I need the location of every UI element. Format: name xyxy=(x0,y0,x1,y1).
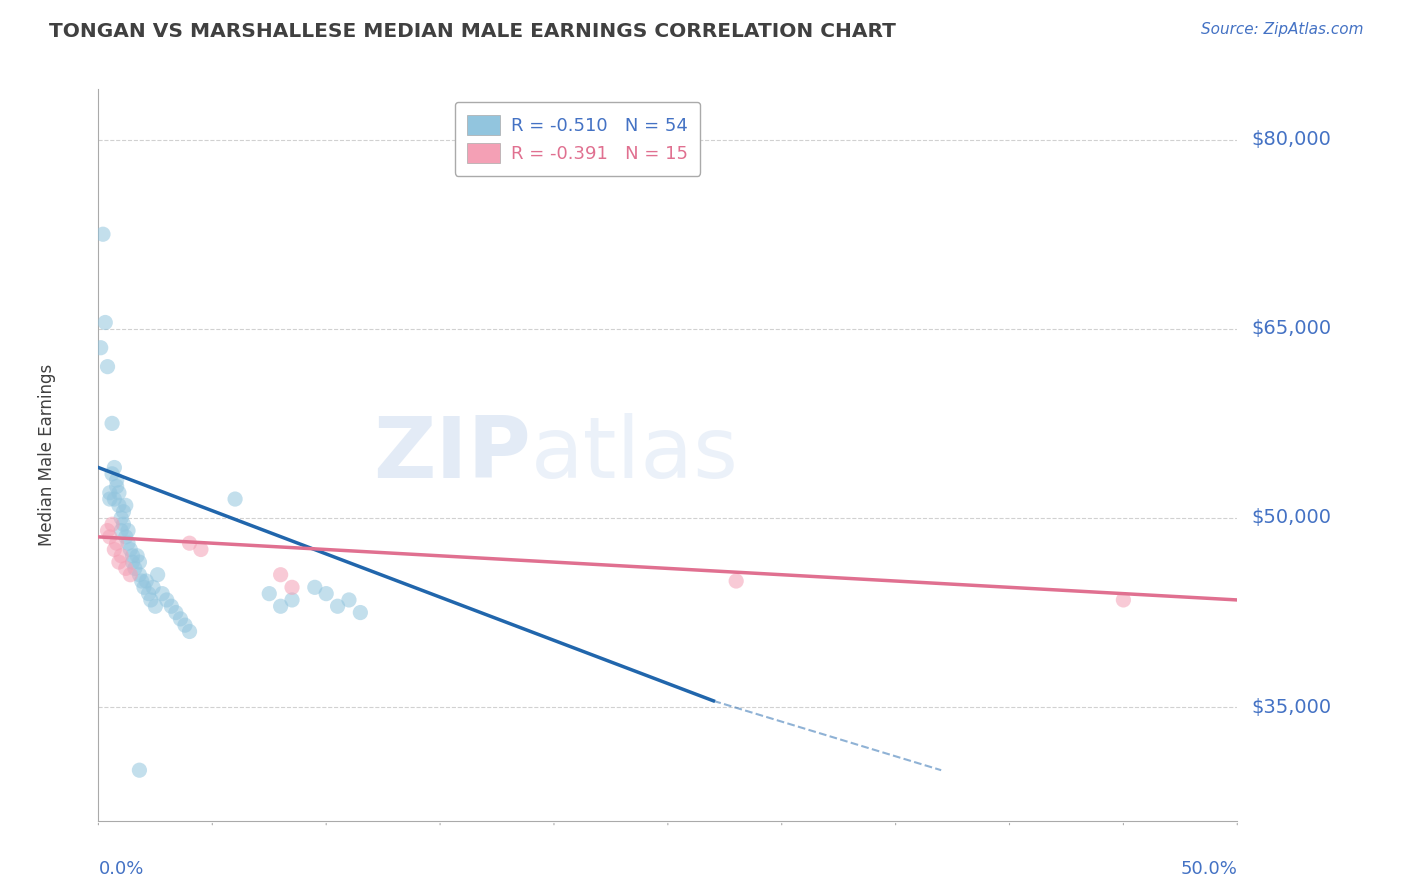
Point xyxy=(108,555,131,569)
Text: $80,000: $80,000 xyxy=(1251,130,1331,149)
Point xyxy=(179,536,201,550)
Point xyxy=(224,491,246,506)
Point xyxy=(121,549,143,563)
Point xyxy=(169,612,191,626)
Point xyxy=(326,599,349,614)
Point xyxy=(96,359,118,374)
Point xyxy=(128,555,150,569)
Text: $35,000: $35,000 xyxy=(1251,698,1331,716)
Text: atlas: atlas xyxy=(531,413,740,497)
Point xyxy=(96,524,118,538)
Point xyxy=(108,485,131,500)
Text: ZIP: ZIP xyxy=(374,413,531,497)
Legend: R = -0.510   N = 54, R = -0.391   N = 15: R = -0.510 N = 54, R = -0.391 N = 15 xyxy=(454,102,700,176)
Text: 0.0%: 0.0% xyxy=(98,860,143,878)
Point xyxy=(90,341,112,355)
Text: Source: ZipAtlas.com: Source: ZipAtlas.com xyxy=(1201,22,1364,37)
Point xyxy=(138,587,160,601)
Point xyxy=(124,561,146,575)
Point xyxy=(179,624,201,639)
Point xyxy=(128,763,150,777)
Point xyxy=(105,536,128,550)
Point xyxy=(91,227,114,242)
Point xyxy=(98,491,121,506)
Point xyxy=(349,606,371,620)
Text: $50,000: $50,000 xyxy=(1251,508,1331,527)
Text: 50.0%: 50.0% xyxy=(1181,860,1237,878)
Point xyxy=(337,593,360,607)
Point xyxy=(121,555,143,569)
Point xyxy=(108,499,131,513)
Text: $65,000: $65,000 xyxy=(1251,319,1331,338)
Text: TONGAN VS MARSHALLESE MEDIAN MALE EARNINGS CORRELATION CHART: TONGAN VS MARSHALLESE MEDIAN MALE EARNIN… xyxy=(49,22,896,41)
Point xyxy=(190,542,212,557)
Point xyxy=(112,505,135,519)
Point xyxy=(105,479,128,493)
Point xyxy=(101,417,124,431)
Point xyxy=(315,587,337,601)
Point xyxy=(128,567,150,582)
Point xyxy=(112,517,135,532)
Point xyxy=(105,473,128,487)
Point xyxy=(160,599,183,614)
Point xyxy=(150,587,173,601)
Point xyxy=(281,580,304,594)
Point xyxy=(117,536,139,550)
Point xyxy=(139,593,162,607)
Point xyxy=(135,574,157,588)
Point xyxy=(127,549,149,563)
Point xyxy=(146,567,169,582)
Point xyxy=(132,580,155,594)
Point xyxy=(110,549,132,563)
Point xyxy=(165,606,187,620)
Point xyxy=(281,593,304,607)
Point xyxy=(120,542,142,557)
Point xyxy=(304,580,326,594)
Point xyxy=(145,599,167,614)
Point xyxy=(1112,593,1135,607)
Point xyxy=(103,542,125,557)
Point xyxy=(270,599,292,614)
Point xyxy=(120,567,142,582)
Point xyxy=(270,567,292,582)
Point xyxy=(101,517,124,532)
Point xyxy=(117,524,139,538)
Point xyxy=(114,499,136,513)
Point xyxy=(156,593,179,607)
Point xyxy=(131,574,153,588)
Point xyxy=(110,511,132,525)
Point xyxy=(114,530,136,544)
Text: Median Male Earnings: Median Male Earnings xyxy=(38,364,56,546)
Point xyxy=(725,574,748,588)
Point xyxy=(142,580,165,594)
Point xyxy=(101,467,124,481)
Point xyxy=(103,460,125,475)
Point xyxy=(103,491,125,506)
Point xyxy=(259,587,281,601)
Point xyxy=(114,561,136,575)
Point xyxy=(94,316,117,330)
Point xyxy=(98,530,121,544)
Point xyxy=(110,524,132,538)
Point xyxy=(98,485,121,500)
Point xyxy=(174,618,197,632)
